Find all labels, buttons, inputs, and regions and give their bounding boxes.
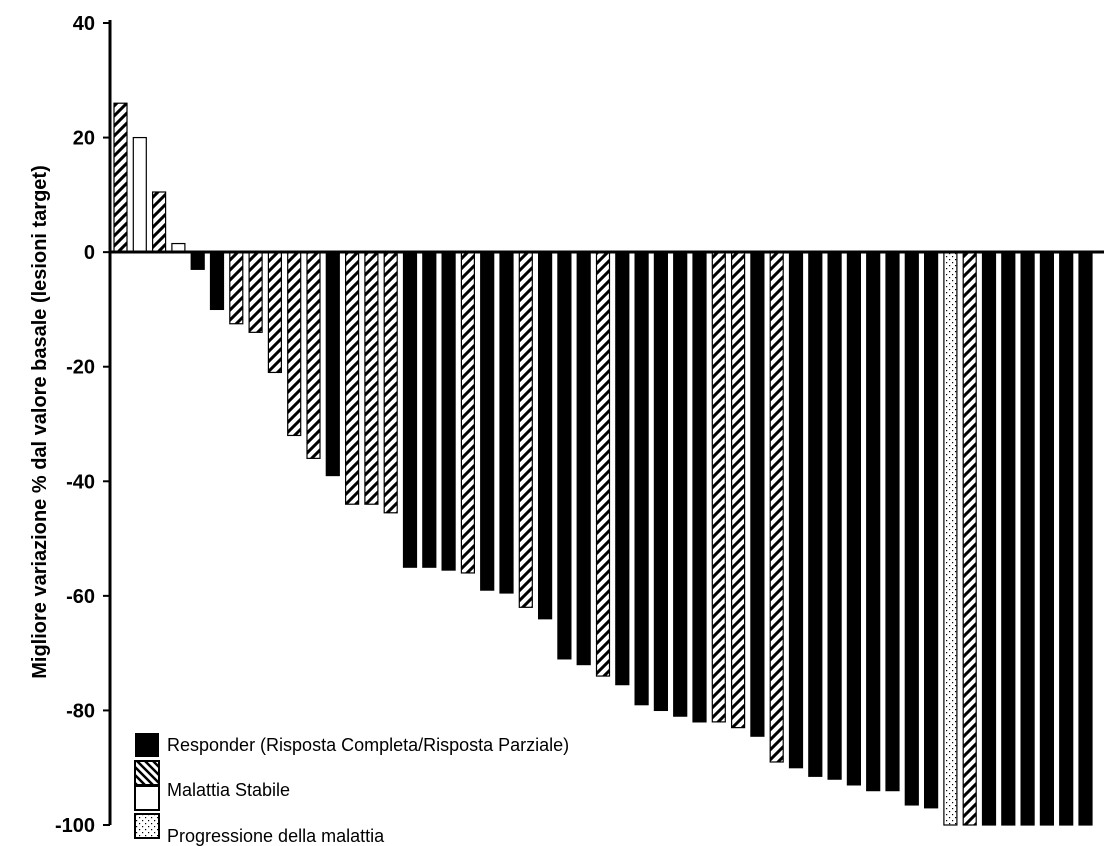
y-tick-label: -20 <box>66 357 95 379</box>
bar-responder <box>634 251 649 706</box>
bar-responder <box>576 251 591 666</box>
y-axis-label: Migliore variazione % dal valore basale … <box>29 165 51 679</box>
legend-swatch-pd <box>134 813 160 839</box>
y-tick-label: 20 <box>73 128 95 150</box>
bar-responder <box>923 251 939 809</box>
bar-responder <box>904 251 919 806</box>
y-ticks: 40 20 0 -20 -40 -60 -80 -100 <box>55 13 110 837</box>
bar-pd <box>943 251 958 826</box>
bar-responder <box>402 251 418 568</box>
bar-sd-hatched <box>248 251 263 333</box>
bar-responder <box>1039 251 1055 826</box>
bar-sd-hatched <box>730 251 746 729</box>
bar-responder <box>480 251 495 591</box>
bar-responder <box>190 251 205 270</box>
bar-responder <box>441 251 456 571</box>
legend-swatch-sd-white <box>134 785 160 811</box>
bar-sd-hatched <box>962 251 977 826</box>
bar-responder <box>499 251 514 594</box>
bar-responder <box>615 251 630 686</box>
bar-sd-hatched <box>287 251 302 437</box>
bar-sd-hatched <box>229 251 244 325</box>
bar-sd-hatched <box>364 251 379 505</box>
legend-swatch-responder <box>135 733 159 757</box>
bar-responder <box>885 251 900 792</box>
bar-responder <box>846 251 862 786</box>
bar-responder <box>788 251 804 769</box>
bar-sd-hatched <box>518 251 533 608</box>
bar-sd-hatched <box>113 102 128 253</box>
bar-sd-hatched <box>383 251 398 514</box>
bar-responder <box>692 251 707 723</box>
legend-label-pd: Progressione della malattia <box>167 826 385 846</box>
y-tick-label: 40 <box>73 13 95 35</box>
y-tick-label: -100 <box>55 815 95 837</box>
legend-label-sd-white: Malattia Stabile <box>167 780 290 800</box>
y-tick-label: -40 <box>66 471 95 493</box>
bars <box>113 102 1093 826</box>
bar-sd-hatched <box>152 191 167 253</box>
bar-responder <box>1078 251 1093 826</box>
bar-sd-hatched <box>711 251 726 723</box>
bar-responder <box>750 251 765 737</box>
bar-responder <box>1059 251 1074 826</box>
bar-responder <box>422 251 437 568</box>
bar-sd-hatched <box>267 251 282 374</box>
bar-responder <box>1020 251 1035 826</box>
legend-label-responder: Responder (Risposta Completa/Risposta Pa… <box>167 735 569 755</box>
y-tick-label: -80 <box>66 700 95 722</box>
bar-responder <box>808 251 823 777</box>
bar-sd-white <box>132 136 147 253</box>
legend: Responder (Risposta Completa/Risposta Pa… <box>134 733 569 846</box>
bar-sd-hatched <box>769 251 784 763</box>
bar-responder <box>1001 251 1016 826</box>
bar-responder <box>827 251 842 780</box>
bar-responder <box>209 251 225 311</box>
y-tick-label: -60 <box>66 586 95 608</box>
bar-sd-hatched <box>460 251 475 574</box>
bar-responder <box>673 251 688 717</box>
legend-swatch-sd-hatched <box>134 760 160 786</box>
bar-responder <box>537 251 553 620</box>
bar-responder <box>866 251 881 792</box>
bar-responder <box>981 251 997 826</box>
bar-responder <box>325 251 340 477</box>
bar-responder <box>653 251 669 712</box>
bar-responder <box>557 251 572 660</box>
bar-sd-hatched <box>306 251 321 459</box>
y-tick-label: 0 <box>84 242 95 264</box>
bar-sd-hatched <box>595 251 611 677</box>
bar-sd-hatched <box>345 251 360 505</box>
